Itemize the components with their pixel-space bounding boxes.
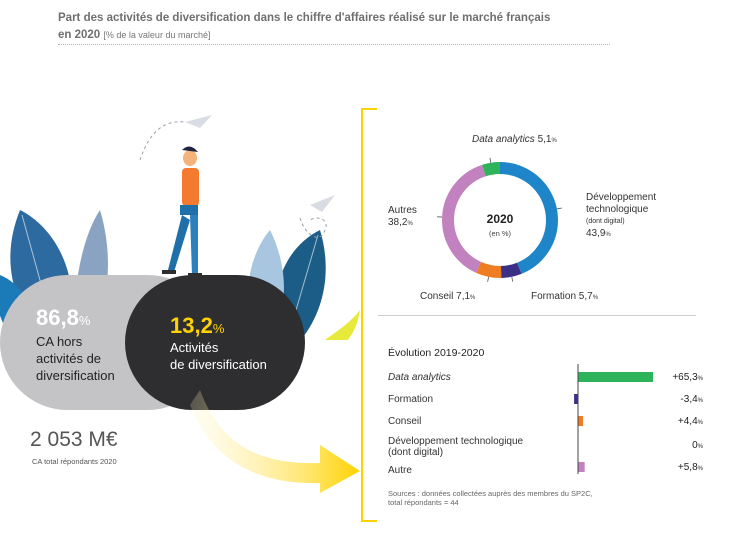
diversification-pill [125,275,305,410]
evo-label-line: Développement technologique [388,436,524,447]
evo-value-formation: -3,4% [645,394,703,405]
evo-label-line: Formation [388,394,434,405]
donut-slice [442,162,558,278]
donut-leader-lines [437,157,562,282]
donut-label-autres: Autres 38,2% [388,205,417,230]
donut-slice [442,162,558,278]
evo-label-autre: Autre [388,465,412,476]
donut-label-formation: Formation 5,7% [531,291,598,304]
arrow-icon [190,390,360,493]
slice-unit: % [605,232,611,238]
donut-label-data-analytics: Data analytics 5,1% [472,134,557,147]
evo-unit: % [697,444,703,450]
total-revenue: 2 053 M€ [30,428,118,451]
label-diversification-line: de diversification [170,357,267,372]
dashed-path [139,121,186,161]
donut-slices [442,162,558,278]
slice-value: 38,2 [388,217,408,228]
evo-label-line: Conseil [388,416,422,427]
sources-note: Sources : données collectées auprès des … [388,489,688,507]
share-hors-value: 86,8 [36,305,79,330]
slice-unit: % [592,295,599,301]
evo-unit: % [697,376,703,382]
slice-unit: % [470,295,476,301]
evo-unit: % [697,466,703,472]
title-unit: [% de la valeur du marché] [103,30,211,40]
donut-label-dev-techno: Développement technologique (dont digita… [586,192,656,241]
share-diversification-value: 13,2 [170,313,213,338]
title-divider [58,44,610,45]
donut-leader-line [556,207,562,210]
slice-value: 5,7 [578,291,593,302]
evolution-bar [578,372,653,382]
label-hors-line: CA hors [36,334,83,349]
donut-center-label: 2020 [487,212,514,226]
chart-title: Part des activités de diversification da… [58,10,618,44]
slice-value: 5,1 [537,134,552,145]
evo-value: +5,8 [677,462,698,473]
total-revenue-label: CA total répondants 2020 [32,457,117,466]
dashed-path [299,217,327,238]
evo-value-autre: +5,8% [645,462,703,473]
evo-label-data-analytics: Data analytics [388,372,451,383]
person-illustration [162,146,202,277]
slice-name: Formation [531,291,577,302]
sources-line: total répondants = 44 [388,498,459,507]
slice-name: Conseil [420,291,454,302]
evo-unit: % [697,398,703,404]
evolution-bar [574,394,578,404]
donut-chart: 2020 (en %) [437,157,562,282]
share-diversification-unit: % [212,321,225,336]
evo-label-line: Data analytics [388,372,451,383]
label-diversification: Activités de diversification [170,339,267,373]
label-diversification-line: Activités [170,340,219,355]
title-line-2: en 2020 [58,29,101,41]
paper-plane-icon [185,115,335,212]
evo-value-conseil: +4,4% [645,416,703,427]
slice-sub: (dont digital) [586,218,625,225]
evo-value: +4,4 [677,416,698,427]
label-hors: CA hors activités de diversification [36,333,115,384]
title-line-1: Part des activités de diversification da… [58,12,551,24]
evo-label-formation: Formation [388,394,433,405]
slice-unit: % [551,138,557,144]
share-diversification: 13,2% [170,313,224,339]
slice-value: 43,9 [586,228,606,239]
label-hors-line: activités de [36,351,102,366]
donut-center-sub: (en %) [489,229,512,238]
evolution-bar [578,462,585,472]
slice-name: Autres [388,205,417,216]
sources-line: Sources : données collectées auprès des … [388,489,593,498]
evo-value: -3,4 [680,394,698,405]
slice-value: 7,1 [456,291,471,302]
donut-leader-line [489,157,492,163]
evolution-bars [574,364,653,474]
evo-label-line: (dont digital) [388,447,444,458]
evo-value: 0 [692,440,698,451]
slice-name: technologique [586,204,649,215]
donut-slice [442,162,558,278]
label-hors-line: diversification [36,368,115,383]
evo-value-data-analytics: +65,3% [645,372,703,383]
evolution-title: Évolution 2019-2020 [388,347,485,359]
slice-unit: % [407,221,413,227]
donut-leader-line [487,276,489,282]
yellow-bracket [361,108,377,522]
share-hors: 86,8% [36,305,90,331]
evolution-bar-group [574,372,653,472]
evo-unit: % [697,420,703,426]
evo-value: +65,3 [672,372,698,383]
evolution-bar [578,416,584,426]
evo-label-dev-techno: Développement technologique (dont digita… [388,436,523,458]
donut-leader-line [511,276,514,282]
evo-label-conseil: Conseil [388,416,421,427]
slice-name: Data analytics [472,134,535,145]
section-divider [378,315,696,316]
evo-label-line: Autre [388,465,412,476]
donut-label-conseil: Conseil 7,1% [420,291,475,304]
slice-name: Développement [586,192,657,203]
share-hors-unit: % [78,313,91,328]
evo-value-dev-techno: 0% [645,440,703,451]
